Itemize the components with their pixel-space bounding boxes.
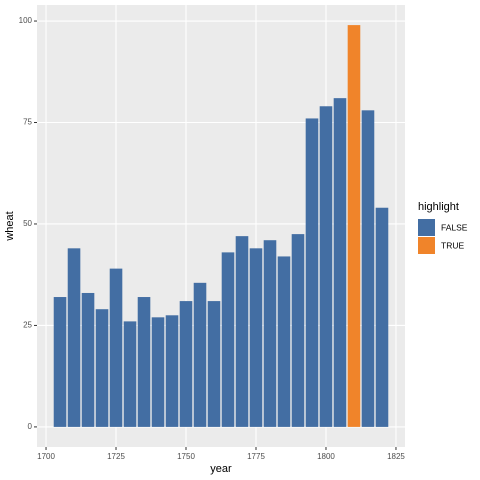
y-tick-label: 100 xyxy=(19,16,33,25)
x-tick-label: 1775 xyxy=(247,452,265,461)
bar xyxy=(291,234,305,427)
bar xyxy=(221,252,235,427)
bar xyxy=(249,248,263,427)
x-tick-label: 1825 xyxy=(387,452,405,461)
legend-key xyxy=(418,219,435,236)
legend-title: highlight xyxy=(418,201,459,213)
bar xyxy=(109,268,123,427)
bar xyxy=(319,106,333,427)
bar xyxy=(235,236,249,427)
y-tick-label: 25 xyxy=(23,321,32,330)
legend-label: TRUE xyxy=(441,240,464,250)
bar xyxy=(151,317,165,427)
bar xyxy=(53,297,67,427)
bar xyxy=(305,118,319,427)
y-tick-label: 75 xyxy=(23,118,32,127)
legend-key xyxy=(418,237,435,254)
bar xyxy=(137,297,151,427)
x-axis-title: year xyxy=(210,463,232,475)
y-tick-label: 50 xyxy=(23,219,32,228)
bar xyxy=(193,282,207,427)
bar xyxy=(179,301,193,427)
bar xyxy=(333,98,347,427)
legend-label: FALSE xyxy=(441,222,468,232)
bar xyxy=(81,292,95,427)
x-tick-label: 1700 xyxy=(37,452,55,461)
bar xyxy=(207,301,221,427)
x-tick-label: 1800 xyxy=(317,452,335,461)
y-tick-label: 0 xyxy=(28,422,33,431)
bar xyxy=(375,207,389,427)
y-axis-title: wheat xyxy=(4,211,16,241)
bar xyxy=(361,110,375,427)
bar xyxy=(263,240,277,427)
bar xyxy=(347,25,361,427)
bar xyxy=(95,309,109,427)
bar xyxy=(277,256,291,427)
bar xyxy=(67,248,81,427)
x-tick-label: 1750 xyxy=(177,452,195,461)
bar xyxy=(165,315,179,427)
bar xyxy=(123,321,137,427)
x-tick-label: 1725 xyxy=(107,452,125,461)
